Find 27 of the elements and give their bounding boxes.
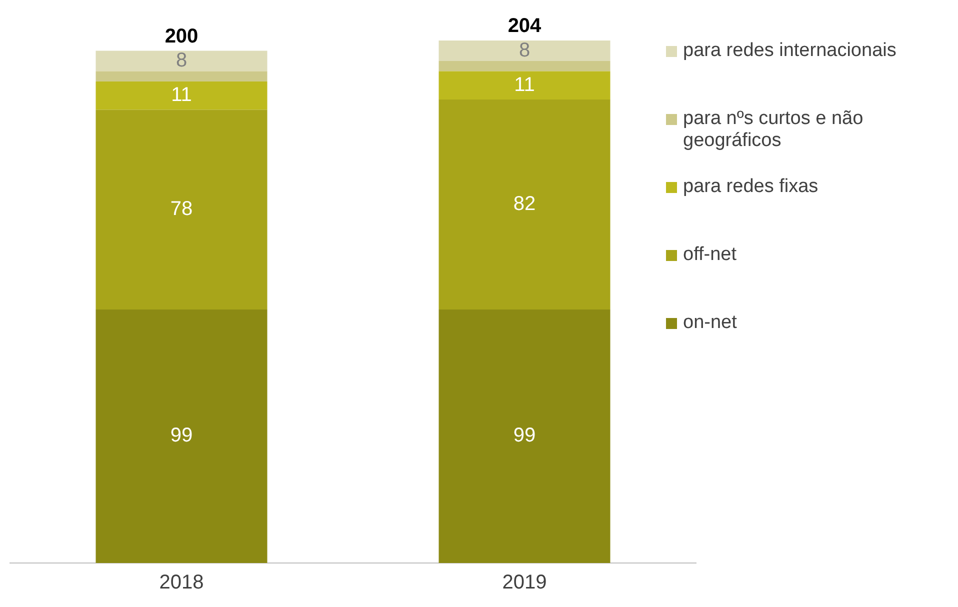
bar <box>96 82 268 110</box>
data-label: 99 <box>513 424 536 447</box>
legend-label: para redes internacionais <box>683 40 896 62</box>
bar <box>96 110 268 310</box>
total-label: 200 <box>164 25 198 48</box>
bar <box>96 71 268 82</box>
bar <box>438 61 610 72</box>
data-label: 11 <box>171 84 192 106</box>
data-label: 8 <box>518 39 530 62</box>
total-label: 204 <box>508 15 542 38</box>
data-label: 78 <box>170 198 193 220</box>
legend-label: para nºs curtos e não geográficos <box>683 108 864 152</box>
legend-label: para redes fixas <box>683 176 818 198</box>
bar <box>96 309 268 563</box>
data-label: 8 <box>176 50 188 72</box>
legend-label: on-net <box>683 312 737 334</box>
data-label: 99 <box>170 424 193 447</box>
bar <box>438 309 610 563</box>
bar <box>438 40 610 62</box>
x-tick-label: 2018 <box>159 572 204 594</box>
data-label: 11 <box>514 74 535 96</box>
bar <box>438 71 610 100</box>
bar <box>96 50 268 72</box>
x-tick-label: 2019 <box>502 572 547 594</box>
data-label: 82 <box>513 192 536 215</box>
legend-label: off-net <box>683 244 737 266</box>
bar <box>438 99 610 310</box>
